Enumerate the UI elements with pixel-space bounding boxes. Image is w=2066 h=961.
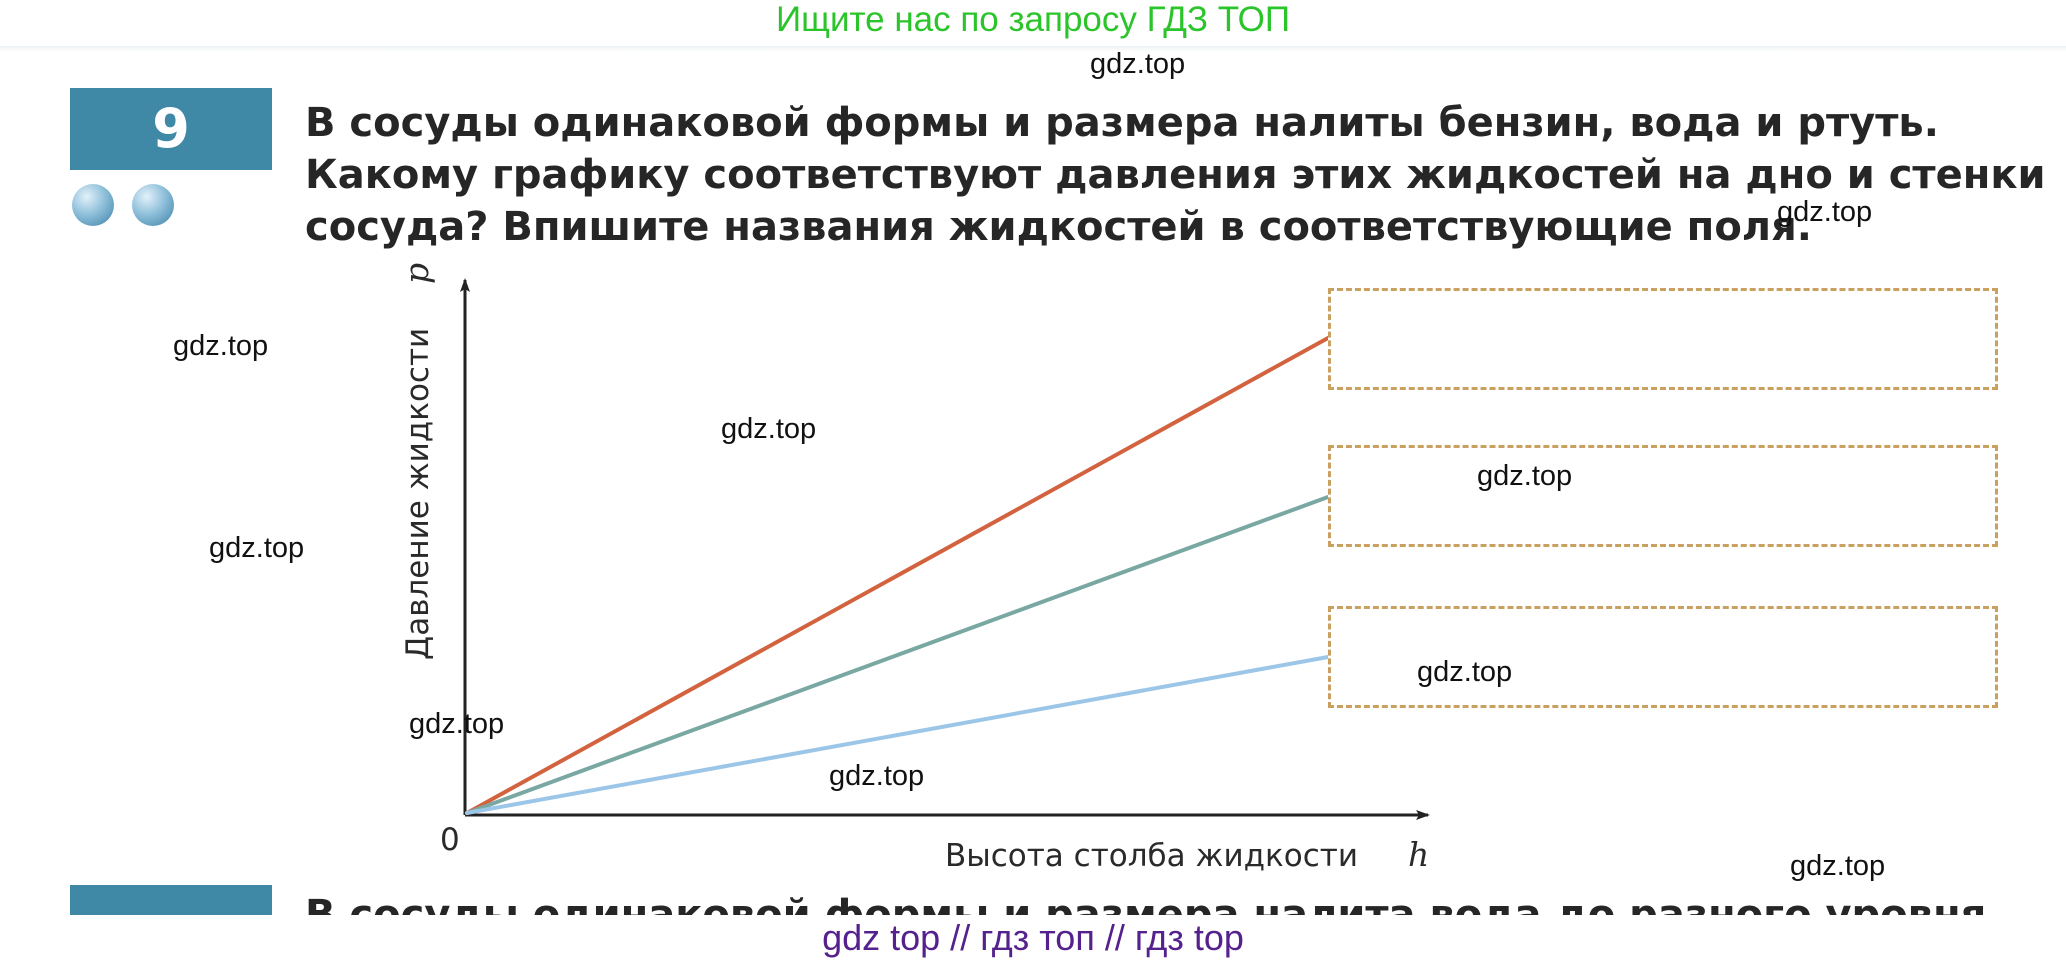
y-axis-label-var: p <box>397 263 436 284</box>
graph-line-3 <box>465 655 1330 815</box>
footer-links[interactable]: gdz top // гдз топ // гдз top <box>0 915 2066 961</box>
next-task-badge <box>70 885 272 915</box>
search-banner[interactable]: Ищите нас по запросу ГДЗ ТОП <box>776 0 1290 39</box>
graph-line-2 <box>465 495 1330 815</box>
task-number-badge: 9 <box>70 88 272 170</box>
y-axis-label-text: Давление жидкости <box>400 328 436 660</box>
question-line: сосуда? Впишите названия жидкостей в соо… <box>305 204 1812 250</box>
watermark: gdz.top <box>173 330 269 362</box>
answer-field-1[interactable] <box>1328 288 1998 390</box>
next-task-question-text: В сосуды одинаковой формы и размера нали… <box>305 892 1987 915</box>
header-separator <box>0 46 2066 52</box>
watermark: gdz.top <box>409 708 505 740</box>
watermark: gdz.top <box>1417 656 1513 688</box>
question-line: В сосуды одинаковой формы и размера нали… <box>305 100 1939 146</box>
next-task-question: В сосуды одинаковой формы и размера нали… <box>305 890 2005 915</box>
answer-field-3[interactable] <box>1328 606 1998 708</box>
difficulty-ball-icon <box>132 184 174 226</box>
watermark: gdz.top <box>829 760 925 792</box>
graph-line-1 <box>465 336 1330 815</box>
watermark: gdz.top <box>209 532 305 564</box>
question-line: Какому графику соответствуют давления эт… <box>305 152 2046 198</box>
watermark: gdz.top <box>1790 850 1886 882</box>
origin-label: 0 <box>440 822 460 858</box>
watermark: gdz.top <box>1477 460 1573 492</box>
y-axis-label: Давление жидкости p <box>397 263 436 660</box>
watermark: gdz.top <box>721 413 817 445</box>
difficulty-ball-icon <box>72 184 114 226</box>
x-axis-label-var: h <box>1408 835 1429 874</box>
watermark: gdz.top <box>1777 196 1873 228</box>
watermark: gdz.top <box>1090 48 1186 80</box>
x-axis-label-text: Высота столба жидкости <box>945 838 1358 874</box>
header-band <box>0 0 2066 48</box>
answer-field-2[interactable] <box>1328 445 1998 547</box>
